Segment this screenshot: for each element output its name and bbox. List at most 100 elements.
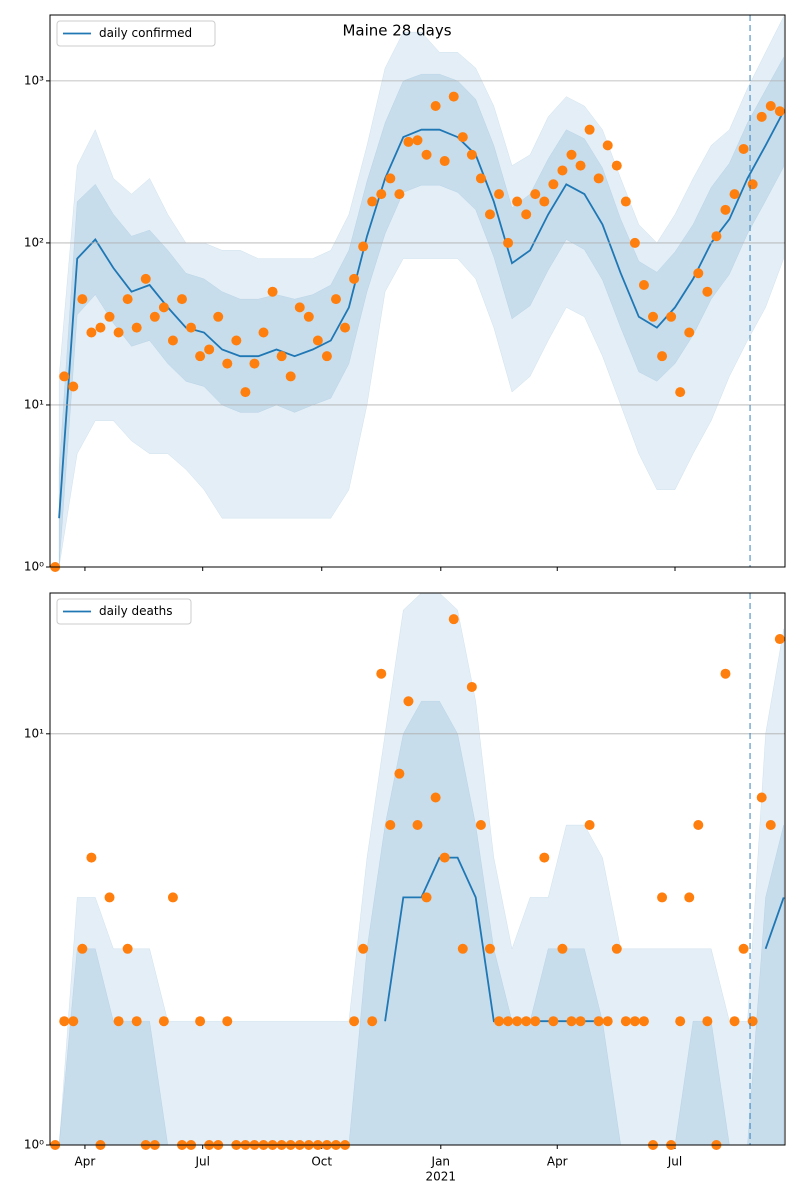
y-tick-label: 10³	[24, 73, 44, 87]
data-point	[267, 286, 278, 297]
data-point	[602, 1016, 613, 1027]
data-point	[638, 279, 649, 290]
data-point	[131, 322, 142, 333]
y-tick-label: 10²	[24, 235, 44, 249]
data-point	[167, 892, 178, 903]
data-point	[158, 1016, 169, 1027]
data-point	[494, 189, 505, 200]
confidence-band	[58, 593, 784, 1145]
data-point	[657, 351, 668, 362]
legend-label: daily confirmed	[99, 26, 192, 40]
data-point	[249, 358, 260, 369]
data-point	[376, 668, 387, 679]
data-point	[403, 696, 414, 707]
data-point	[729, 1016, 740, 1027]
data-point	[765, 820, 776, 831]
plot-area	[58, 593, 785, 1145]
data-point	[611, 943, 622, 954]
data-point	[204, 344, 215, 355]
data-point	[122, 943, 133, 954]
data-point	[557, 943, 568, 954]
data-point	[86, 327, 97, 338]
data-point	[738, 943, 749, 954]
legend: daily deaths	[56, 598, 192, 625]
y-tick-label: 10¹	[24, 726, 44, 740]
data-point	[195, 351, 206, 362]
data-point	[756, 111, 767, 122]
data-point	[503, 1016, 514, 1027]
data-point	[430, 100, 441, 111]
data-point	[557, 165, 568, 176]
data-point	[385, 173, 396, 184]
data-point	[747, 1016, 758, 1027]
data-point	[167, 335, 178, 346]
data-point	[222, 358, 233, 369]
data-point	[575, 160, 586, 171]
confidence-band	[58, 56, 784, 567]
data-point	[711, 231, 722, 242]
data-point	[512, 1016, 523, 1027]
data-point	[330, 294, 341, 305]
data-point	[95, 322, 106, 333]
data-point	[385, 820, 396, 831]
legend-box	[56, 20, 216, 47]
data-point	[421, 892, 432, 903]
data-point	[149, 311, 160, 322]
data-point	[484, 943, 495, 954]
data-point	[113, 1016, 124, 1027]
data-point	[575, 1016, 586, 1027]
trend-line	[764, 897, 785, 950]
data-point	[140, 273, 151, 284]
data-point	[457, 132, 468, 143]
data-point	[131, 1016, 142, 1027]
data-point	[539, 196, 550, 207]
data-point	[720, 204, 731, 215]
data-point	[702, 1016, 713, 1027]
data-point	[321, 351, 332, 362]
data-point	[448, 91, 459, 102]
data-point	[684, 892, 695, 903]
axes-frame	[49, 14, 786, 568]
data-point	[439, 156, 450, 167]
x-tick-label: Jul	[667, 1155, 682, 1169]
data-point	[358, 943, 369, 954]
x-tick-label: Oct	[311, 1155, 332, 1169]
data-point	[349, 273, 360, 284]
data-point	[68, 1016, 79, 1027]
data-point	[367, 196, 378, 207]
trend-line	[384, 856, 603, 1023]
data-point	[158, 302, 169, 313]
data-point	[530, 1016, 541, 1027]
data-point	[566, 149, 577, 160]
data-point	[104, 311, 115, 322]
data-point	[629, 237, 640, 248]
data-point	[376, 189, 387, 200]
data-point	[412, 820, 423, 831]
data-point	[367, 1016, 378, 1027]
data-point	[421, 149, 432, 160]
data-point	[774, 106, 785, 117]
y-tick-label: 10¹	[24, 397, 44, 411]
data-point	[59, 1016, 70, 1027]
data-point	[340, 322, 351, 333]
plot-area	[58, 16, 785, 567]
data-point	[512, 196, 523, 207]
data-point	[294, 302, 305, 313]
axes-frame	[49, 592, 786, 1146]
data-point	[521, 1016, 532, 1027]
data-point	[638, 1016, 649, 1027]
data-point	[684, 327, 695, 338]
data-point	[240, 387, 251, 398]
data-point	[584, 124, 595, 135]
data-point	[620, 196, 631, 207]
data-point	[593, 1016, 604, 1027]
data-point	[539, 852, 550, 863]
data-point	[176, 294, 187, 305]
x-tick-label: Jul	[194, 1155, 209, 1169]
data-point	[231, 335, 242, 346]
data-point	[77, 943, 88, 954]
data-point	[122, 294, 133, 305]
y-tick-label: 10⁰	[24, 1138, 44, 1152]
data-point	[648, 311, 659, 322]
data-point	[747, 179, 758, 190]
